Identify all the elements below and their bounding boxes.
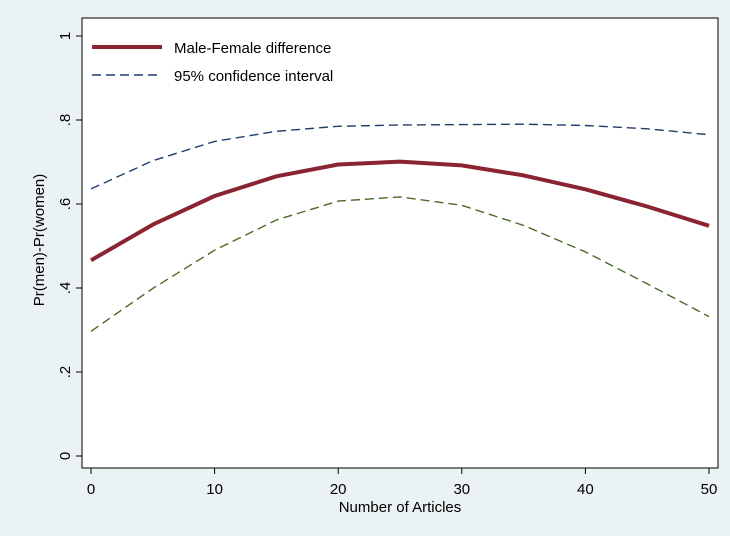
x-tick-label: 20 — [330, 481, 347, 498]
x-axis-title: Number of Articles — [339, 499, 462, 516]
y-axis: 0 .2 .4 .6 .8 1 — [57, 32, 82, 460]
x-axis: 0 10 20 30 40 50 — [87, 468, 718, 498]
x-tick-label: 10 — [206, 481, 223, 498]
x-tick-label: 40 — [577, 481, 594, 498]
y-tick-label: .2 — [57, 366, 74, 379]
y-tick-label: .8 — [57, 114, 74, 127]
y-tick-label: 1 — [57, 32, 74, 40]
series-line-lower-ci — [90, 196, 710, 332]
y-tick-label: .6 — [57, 198, 74, 211]
legend-box — [83, 29, 387, 95]
y-axis-title: Pr(men)-Pr(women) — [31, 174, 48, 307]
x-tick-label: 50 — [701, 481, 718, 498]
legend-label-difference: Male-Female difference — [174, 40, 331, 57]
series-line-upper-ci — [90, 123, 710, 190]
y-tick-label: 0 — [57, 452, 74, 460]
x-tick-label: 30 — [453, 481, 470, 498]
legend-label-confidence-interval: 95% confidence interval — [174, 68, 333, 85]
legend: Male-Female difference 95% confidence in… — [83, 29, 387, 95]
x-tick-label: 0 — [87, 481, 95, 498]
y-tick-label: .4 — [57, 282, 74, 295]
series-line-difference — [89, 159, 710, 263]
series-layer — [89, 123, 710, 332]
